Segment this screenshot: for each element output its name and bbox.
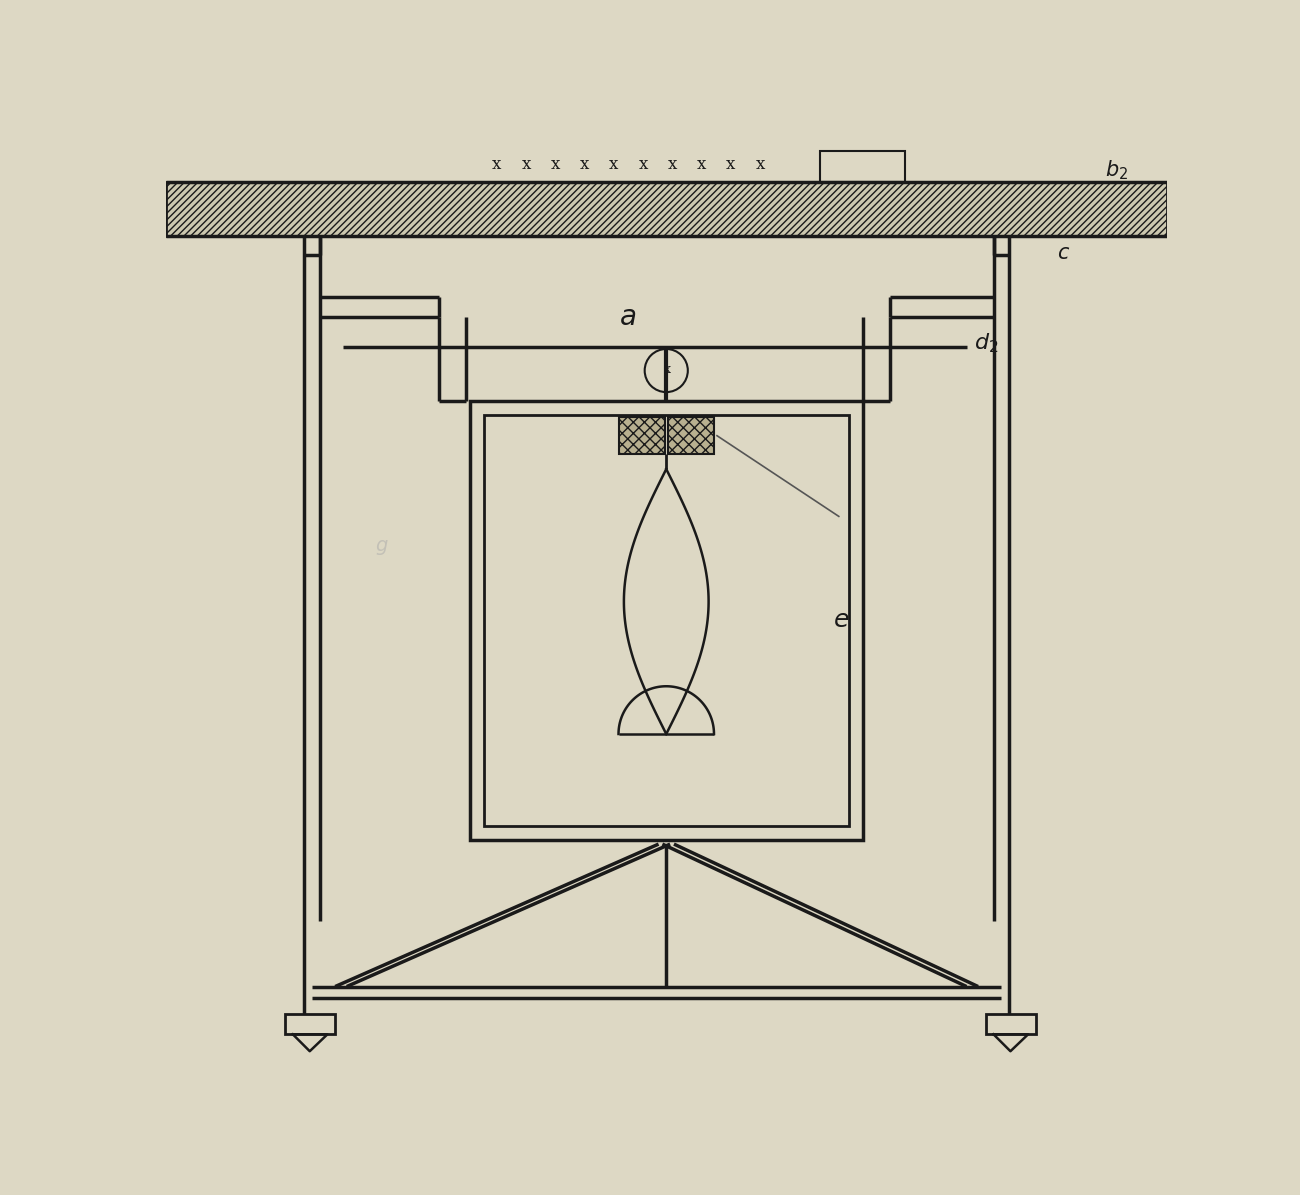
Bar — [484, 415, 849, 827]
Text: x: x — [755, 157, 764, 173]
Text: $b_2$: $b_2$ — [1105, 159, 1128, 182]
Text: x: x — [580, 157, 589, 173]
Text: x: x — [551, 157, 560, 173]
Text: x: x — [668, 157, 677, 173]
Text: $d_2$: $d_2$ — [974, 332, 998, 355]
Bar — [469, 402, 863, 840]
Text: x: x — [638, 157, 647, 173]
Text: x: x — [664, 363, 671, 376]
Bar — [668, 417, 714, 454]
Text: $a$: $a$ — [619, 304, 636, 331]
Bar — [985, 1013, 1036, 1035]
Text: x: x — [697, 157, 706, 173]
Text: x: x — [493, 157, 502, 173]
Bar — [166, 182, 1167, 235]
Text: $g$: $g$ — [374, 538, 389, 557]
Text: $c$: $c$ — [1057, 244, 1071, 263]
Bar — [619, 417, 664, 454]
Bar — [820, 151, 905, 182]
Bar — [285, 1013, 335, 1035]
Text: x: x — [727, 157, 736, 173]
Text: x: x — [610, 157, 619, 173]
Text: x: x — [521, 157, 530, 173]
Text: $e$: $e$ — [833, 609, 850, 632]
